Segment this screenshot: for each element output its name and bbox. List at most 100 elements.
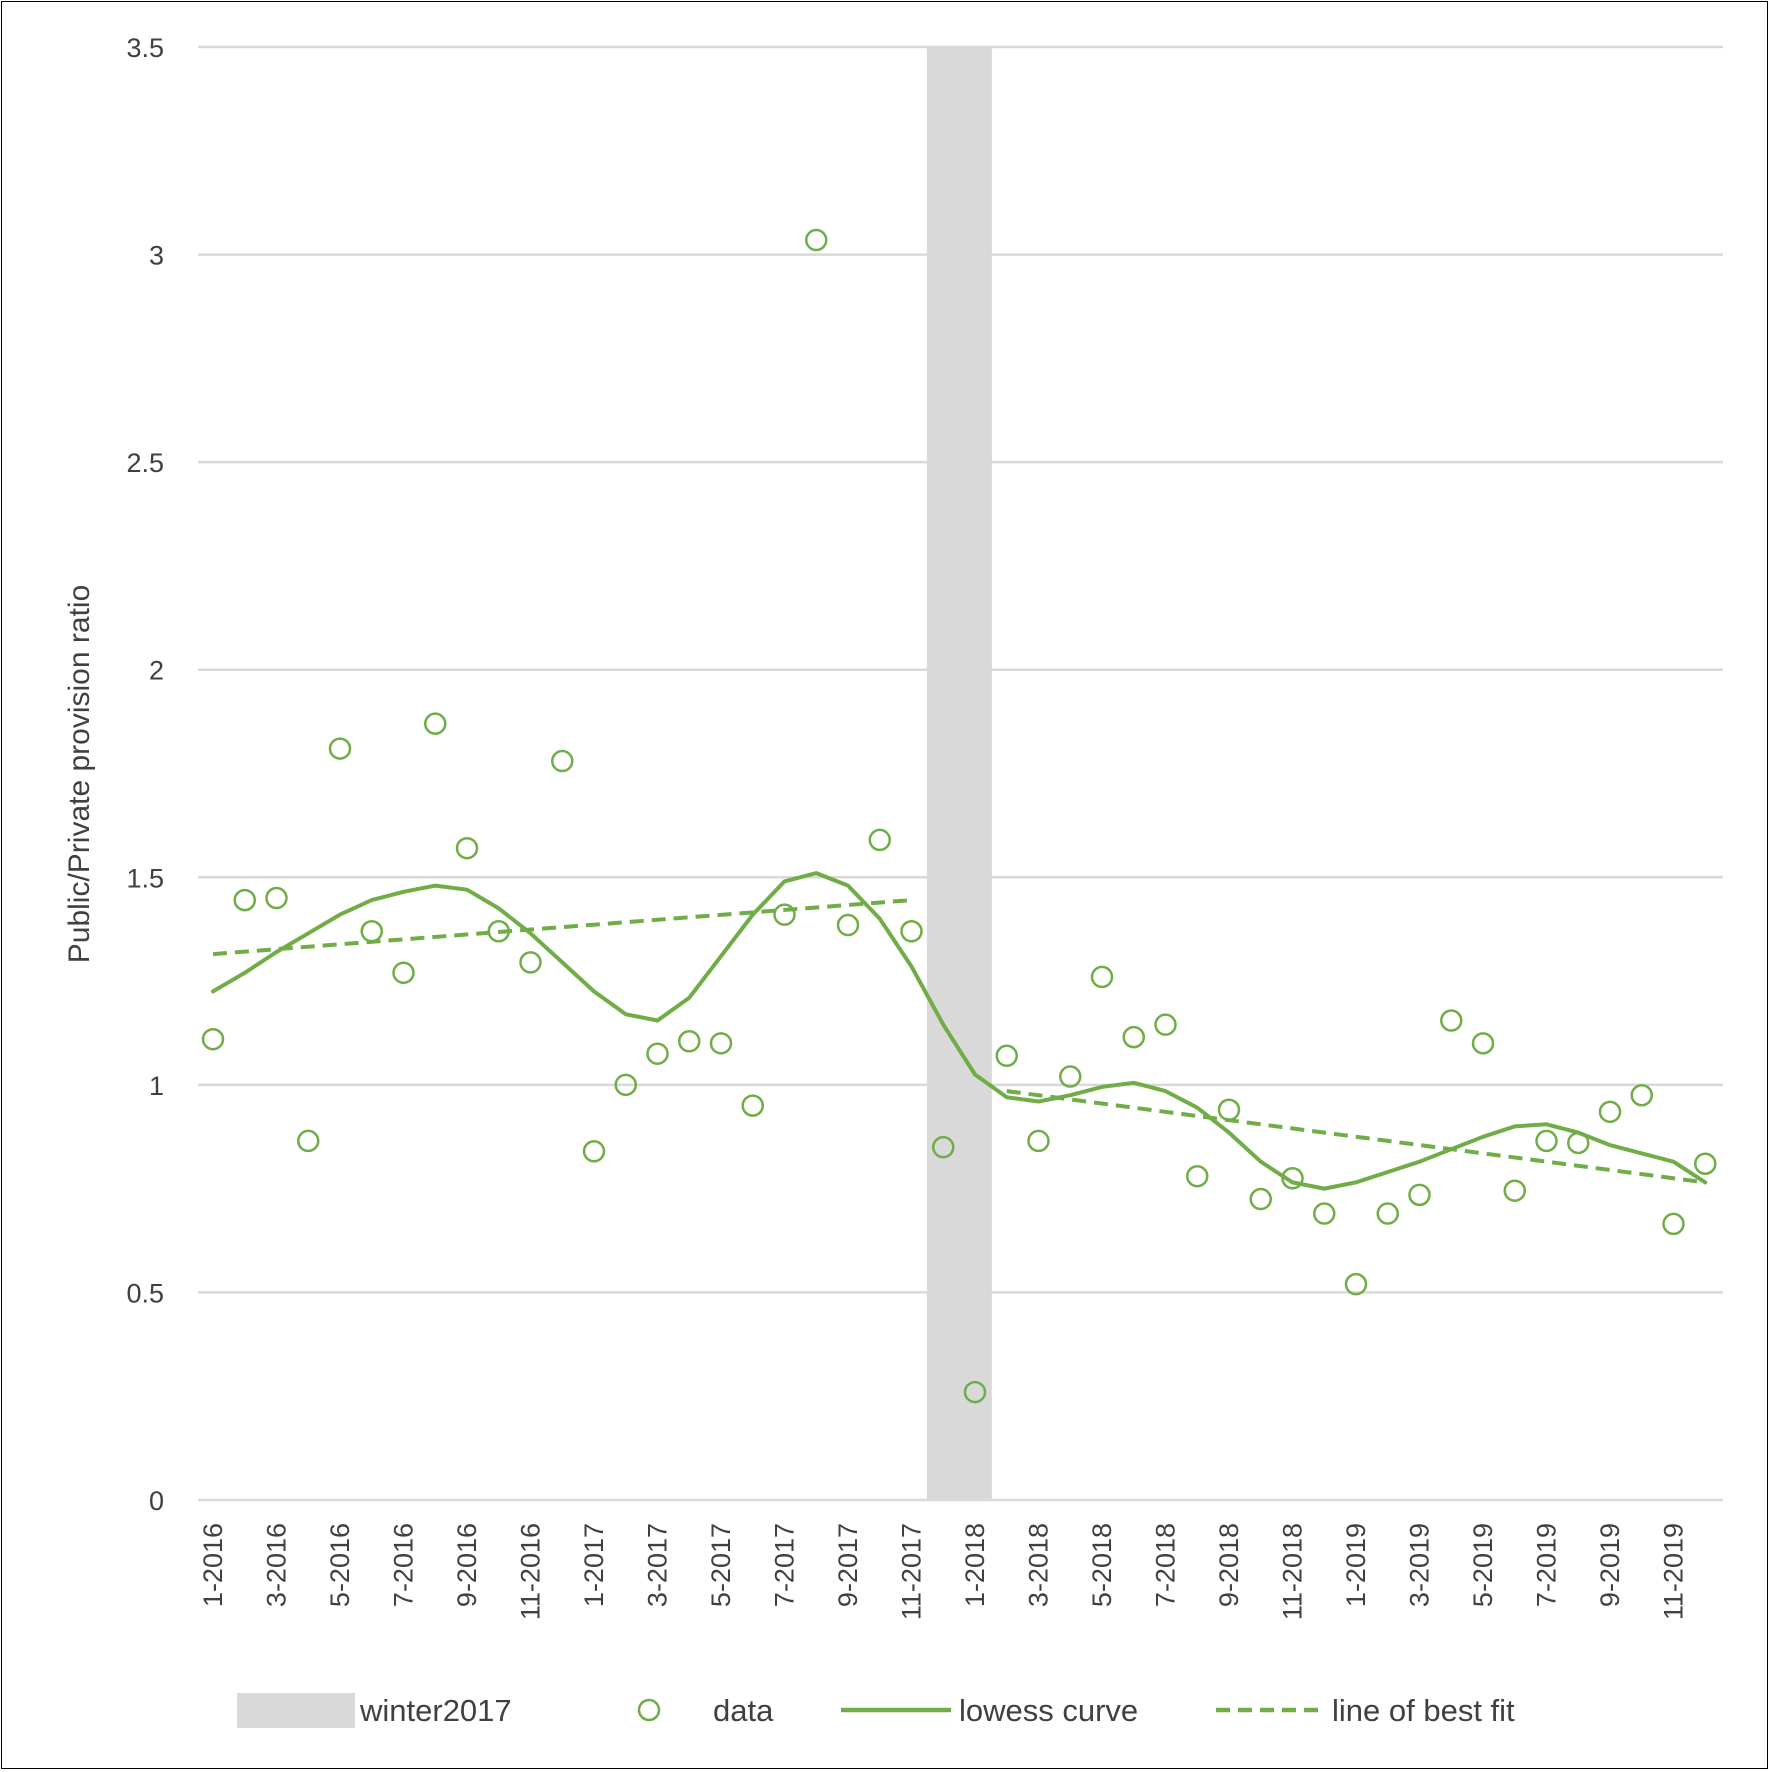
x-tick-label: 9-2017 <box>833 1523 863 1607</box>
data-point <box>741 1094 764 1117</box>
legend-label-data: data <box>713 1693 774 1728</box>
data-point <box>201 1027 225 1051</box>
x-tick-label: 9-2019 <box>1595 1523 1625 1607</box>
data-point <box>932 1135 955 1159</box>
x-tick-label: 3-2018 <box>1024 1523 1054 1607</box>
x-tick-label: 9-2018 <box>1214 1523 1244 1607</box>
x-tick-label: 1-2018 <box>960 1523 990 1607</box>
y-tick-label: 2 <box>149 656 164 686</box>
legend-label-lowess: lowess curve <box>959 1693 1138 1728</box>
data-point <box>1059 1065 1082 1088</box>
data-point <box>773 903 796 926</box>
data-point <box>1694 1152 1717 1175</box>
data-point <box>805 228 828 252</box>
data-point <box>1122 1025 1145 1049</box>
data-point <box>836 913 860 937</box>
data-point <box>519 951 542 974</box>
data-point <box>1186 1164 1209 1188</box>
data-point <box>582 1140 606 1163</box>
data-point <box>1440 1009 1463 1032</box>
data-point <box>614 1073 637 1097</box>
x-tick-label: 5-2016 <box>325 1523 355 1607</box>
x-tick-label: 3-2017 <box>643 1523 673 1607</box>
data-point <box>1535 1129 1558 1153</box>
y-tick-label: 0.5 <box>126 1278 164 1308</box>
data-point <box>1313 1202 1336 1225</box>
data-point <box>360 920 383 943</box>
data-point <box>995 1044 1018 1068</box>
data-point <box>328 737 352 760</box>
y-axis-title: Public/Private provision ratio <box>63 585 96 964</box>
data-point <box>1344 1272 1368 1296</box>
data-point <box>424 712 447 735</box>
data-point <box>1408 1183 1431 1207</box>
data-point <box>1154 1013 1177 1036</box>
x-tick-label: 5-2017 <box>706 1523 736 1607</box>
data-point <box>487 920 510 943</box>
data-point <box>963 1380 987 1404</box>
data-point <box>1090 965 1114 989</box>
legend-label-best-fit: line of best fit <box>1332 1693 1515 1728</box>
data-point <box>868 828 891 852</box>
data-point <box>1598 1100 1622 1124</box>
lowess-curve-line <box>211 871 1708 1191</box>
x-tick-label: 7-2016 <box>389 1523 419 1607</box>
data-point <box>1376 1202 1399 1225</box>
data-point <box>1471 1032 1495 1055</box>
legend-label-winter2017: winter2017 <box>359 1693 512 1728</box>
y-tick-label: 3 <box>149 241 164 271</box>
x-tick-label: 9-2016 <box>452 1523 482 1607</box>
data-point <box>1281 1167 1304 1190</box>
data-point <box>646 1042 669 1065</box>
lowess-curve-layer <box>211 871 1708 1191</box>
x-tick-labels-layer: 1-2016 3-2016 5-2016 7-2016 9-2016 11-2016 1-2… <box>198 1523 1689 1620</box>
data-point <box>900 920 923 943</box>
data-point <box>551 749 574 773</box>
data-points-layer <box>201 228 1717 1404</box>
legend-marker-data <box>637 1698 661 1722</box>
shaded-region-layer <box>926 47 992 1500</box>
x-tick-label: 11-2016 <box>516 1523 546 1620</box>
data-point <box>1027 1129 1050 1153</box>
x-tick-label: 11-2018 <box>1278 1523 1308 1620</box>
x-tick-label: 7-2017 <box>770 1523 800 1607</box>
data-point <box>678 1030 701 1053</box>
data-point <box>265 886 288 910</box>
gridlines-layer <box>198 45 1723 1502</box>
x-tick-label: 7-2019 <box>1532 1523 1562 1607</box>
data-point <box>392 961 415 985</box>
shaded-region-winter2017 <box>926 47 992 1500</box>
x-tick-label: 11-2017 <box>897 1523 927 1620</box>
x-tick-label: 1-2017 <box>579 1523 609 1607</box>
y-tick-label: 3.5 <box>126 33 164 63</box>
data-point <box>455 836 479 860</box>
data-point <box>1217 1098 1241 1122</box>
legend-swatch-winter2017 <box>237 1693 355 1728</box>
data-point <box>1503 1179 1526 1202</box>
y-tick-label: 2.5 <box>126 448 164 478</box>
x-tick-label: 1-2019 <box>1341 1523 1371 1607</box>
x-tick-label: 5-2019 <box>1468 1523 1498 1607</box>
y-tick-labels-layer: 0 0.5 1 1.5 2 2.5 3 3.5 <box>126 33 164 1516</box>
x-tick-label: 11-2019 <box>1659 1523 1689 1620</box>
x-tick-label: 7-2018 <box>1151 1523 1181 1607</box>
best-fit-lines-layer <box>212 898 1706 1185</box>
y-tick-label: 0 <box>149 1486 164 1516</box>
data-point <box>297 1129 320 1153</box>
data-point <box>1630 1083 1653 1107</box>
data-point <box>233 888 256 912</box>
best-fit-segment-1 <box>212 898 912 957</box>
y-tick-label: 1.5 <box>126 863 164 893</box>
data-point <box>1662 1212 1685 1236</box>
x-tick-label: 3-2016 <box>262 1523 292 1607</box>
x-tick-label: 5-2018 <box>1087 1523 1117 1607</box>
x-tick-label: 3-2019 <box>1405 1523 1435 1607</box>
legend: winter2017 data lowess curve line of bes… <box>237 1693 1515 1728</box>
y-tick-label: 1 <box>149 1071 164 1101</box>
data-point <box>709 1032 733 1055</box>
data-point <box>1249 1187 1272 1211</box>
data-point <box>1567 1131 1590 1155</box>
x-tick-label: 1-2016 <box>198 1523 228 1607</box>
